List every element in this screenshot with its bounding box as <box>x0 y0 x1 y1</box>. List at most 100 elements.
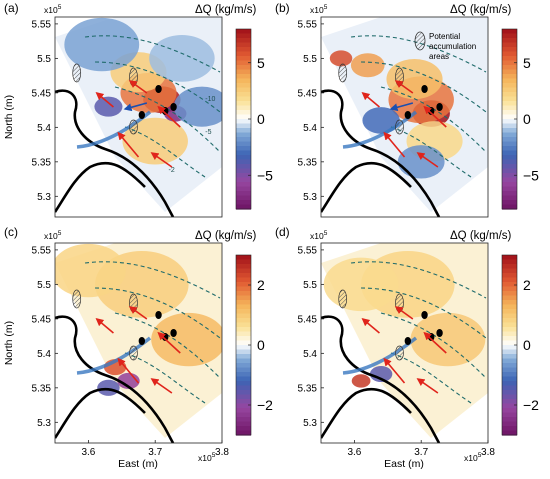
colorbar-segment <box>502 354 517 360</box>
colorbar-segment <box>236 137 251 143</box>
colorbar-tick-label: −5 <box>257 167 273 183</box>
colorbar-segment <box>502 340 517 346</box>
transport-arrow <box>95 91 114 108</box>
colorbar-segment <box>236 78 251 84</box>
colorbar-title-b: ΔQ (kg/m/s) <box>450 4 512 16</box>
colorbar-segment <box>502 119 517 125</box>
island <box>436 103 443 111</box>
colorbar-segment <box>502 191 517 197</box>
colorbar-segment <box>502 390 517 396</box>
y-tick-label: 5.55 <box>32 245 52 256</box>
colorbar-segment <box>502 155 517 161</box>
colorbar-segment <box>236 403 251 409</box>
x-tick-label: 3.7 <box>148 447 162 458</box>
colorbar-segment <box>502 65 517 71</box>
colorbar-segment <box>502 87 517 93</box>
x-tick-label: 3.7 <box>414 447 428 458</box>
transport-arrow <box>157 331 181 354</box>
colorbar-segment <box>236 204 251 210</box>
colorbar-segment <box>236 295 251 301</box>
colorbar-segment <box>502 349 517 355</box>
colorbar-segment <box>502 29 517 35</box>
colorbar-segment <box>502 345 517 351</box>
colorbar-segment <box>236 173 251 179</box>
colorbar-segment <box>236 336 251 342</box>
transport-arrow <box>394 80 414 94</box>
accumulation-legend: Potential accumulation areas <box>414 31 476 61</box>
colorbar-segment <box>236 309 251 315</box>
axes-frame <box>54 16 223 218</box>
colorbar-segment <box>502 322 517 328</box>
colorbar-segment <box>502 114 517 120</box>
colorbar-segment <box>236 430 251 436</box>
colorbar-tick-label: −5 <box>523 167 539 183</box>
transport-arrow <box>128 80 148 94</box>
colorbar-segment <box>502 141 517 147</box>
colorbar-title-a: ΔQ (kg/m/s) <box>195 4 257 16</box>
accumulation-area <box>395 345 404 361</box>
colorbar-segment <box>502 268 517 274</box>
colorbar-tick-label: 5 <box>257 55 265 71</box>
x-axis-label-c: East (m) <box>118 458 158 470</box>
y-tick-label: 5.3 <box>37 192 51 203</box>
coastline-inner <box>55 387 146 439</box>
axes-frame <box>320 242 489 444</box>
colorbar-segment <box>236 132 251 138</box>
transport-arrow <box>416 378 439 394</box>
colorbar-segment <box>236 282 251 288</box>
colorbar-segment <box>236 340 251 346</box>
colorbar-segment <box>236 412 251 418</box>
colorbar-segment <box>502 286 517 292</box>
coastline <box>321 89 441 217</box>
depth-contour <box>84 261 221 299</box>
colorbar-segment <box>236 327 251 333</box>
panel-c: 5.55 5.5 5.45 5.4 5.35 5.3 3.6 3.7 3.8 2 0 −2 <box>32 242 273 458</box>
x-exponent-c: x105 <box>198 452 216 463</box>
colorbar-segment <box>236 168 251 174</box>
colorbar-segment <box>502 367 517 373</box>
x-tick-label: 3.6 <box>81 447 95 458</box>
field-blob <box>55 243 126 298</box>
island <box>404 337 412 345</box>
y-tick-label: 5.35 <box>32 157 52 168</box>
colorbar-segment <box>236 87 251 93</box>
accumulation-legend-line2: accumulation <box>429 42 476 51</box>
y-tick-label: 5.35 <box>32 383 52 394</box>
colorbar-segment <box>502 47 517 53</box>
colorbar-segment <box>236 426 251 432</box>
colorbar-segment <box>502 38 517 44</box>
y-tick-label: 5.45 <box>32 88 52 99</box>
colorbar-segment <box>502 132 517 138</box>
colorbar-segment <box>502 417 517 423</box>
colorbar-segment <box>502 304 517 310</box>
colorbar-segment <box>236 390 251 396</box>
colorbar-segment <box>502 264 517 270</box>
island <box>155 311 162 319</box>
map-area <box>321 243 488 443</box>
colorbar-segment <box>236 331 251 337</box>
field-blob <box>397 145 445 179</box>
colorbar-segment <box>236 38 251 44</box>
transport-arrow <box>394 306 414 320</box>
island <box>138 337 146 345</box>
y-tick-label: 5.5 <box>37 280 51 291</box>
colorbar-segment <box>236 155 251 161</box>
colorbar-segment <box>502 105 517 111</box>
colorbar-segment <box>502 363 517 369</box>
field-blob <box>151 312 222 367</box>
field-blob <box>323 257 399 312</box>
panel-b: 5.555.55.455.45.355.350−5 <box>298 16 539 218</box>
colorbar-segment <box>502 164 517 170</box>
colorbar-segment <box>236 29 251 35</box>
coastline-inner <box>55 161 146 213</box>
field-blob <box>64 17 140 72</box>
colorbar-segment <box>236 399 251 405</box>
colorbar-segment <box>236 146 251 152</box>
field-blob <box>329 50 353 67</box>
colorbar-segment <box>502 168 517 174</box>
accumulation-legend-line1: Potential <box>429 32 460 41</box>
colorbar-segment <box>502 110 517 116</box>
y-tick-label: 5.45 <box>298 314 318 325</box>
y-tick-label: 5.45 <box>298 88 318 99</box>
